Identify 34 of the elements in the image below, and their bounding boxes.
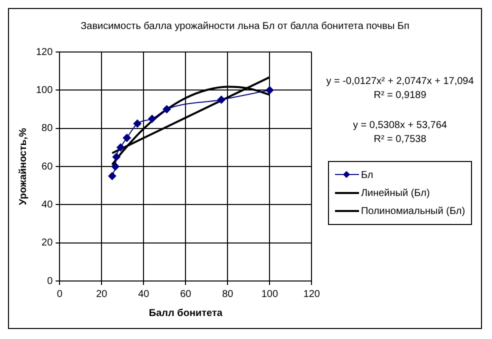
point — [266, 86, 274, 94]
y-tick-label: 100 — [36, 84, 54, 96]
x-tick-label: 0 — [56, 288, 63, 300]
x-axis-title: Балл бонитета — [148, 308, 223, 319]
point — [122, 134, 131, 142]
chart-title: Зависимость балла урожайности льна Бл от балла бонитета почвы Бп — [80, 21, 410, 34]
legend-label: Полиномиальный (Бл) — [360, 206, 466, 216]
point — [148, 114, 156, 123]
y-tick-label: 0 — [47, 276, 54, 287]
x-tick-label: 60 — [180, 288, 192, 300]
point — [108, 172, 116, 180]
text: R² = 0,7538 — [372, 133, 428, 147]
x-tick-label: 120 — [303, 288, 320, 300]
point — [111, 162, 120, 170]
y-tick-label: 60 — [42, 161, 54, 172]
y-tick-label: 120 — [36, 46, 54, 58]
x-tick-label: 20 — [96, 288, 108, 300]
point — [217, 96, 226, 104]
legend-label: Линейный (Бл) — [360, 188, 430, 198]
point — [116, 143, 125, 152]
x-tick-label: 40 — [138, 288, 150, 300]
point — [112, 152, 120, 161]
text: y = 0,5308x + 53,764 — [352, 119, 448, 133]
text: R² = 0,9189 — [372, 89, 428, 103]
text: y = -0,0127x² + 2,0747x + 17,094 — [326, 75, 474, 89]
y-tick-label: 80 — [42, 123, 54, 134]
y-tick-label: 40 — [42, 199, 54, 210]
point — [133, 120, 142, 128]
x-tick-label: 100 — [261, 288, 278, 300]
y-tick-label: 20 — [42, 238, 54, 249]
point — [162, 105, 171, 114]
y-axis-title: Урожайность,% — [18, 128, 29, 206]
legend-label: Бл — [360, 170, 374, 180]
x-tick-label: 80 — [222, 288, 234, 300]
